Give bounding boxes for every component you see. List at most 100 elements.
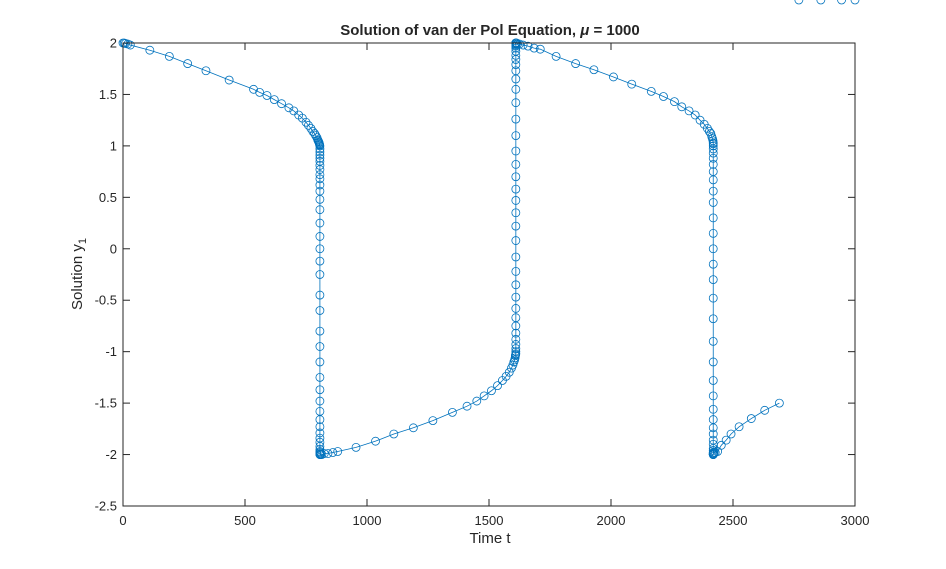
data-point-marker (224, 75, 234, 85)
data-point-marker (511, 347, 521, 357)
data-point-marker (315, 141, 325, 151)
data-point-marker (315, 422, 325, 432)
data-point-marker (746, 414, 756, 423)
data-point-marker (816, 0, 826, 5)
data-point-marker (708, 228, 718, 238)
data-point-marker (708, 153, 718, 163)
data-point-marker (315, 205, 325, 215)
data-point-marker (315, 428, 325, 438)
data-point-marker (125, 40, 135, 50)
data-point-marker (511, 313, 521, 323)
data-point-marker (389, 429, 399, 439)
data-point-marker (462, 401, 472, 411)
data-point-marker (511, 160, 521, 169)
data-point-marker (447, 407, 457, 417)
data-point-marker (315, 232, 325, 241)
data-point-marker (511, 131, 521, 141)
data-point-marker (708, 144, 718, 154)
data-point-marker (301, 117, 311, 127)
data-point-marker (708, 423, 718, 433)
data-point-marker (511, 84, 521, 94)
data-point-marker (315, 180, 325, 190)
data-point-marker (315, 153, 325, 163)
data-point-marker (708, 244, 718, 254)
data-point-marker (511, 196, 521, 205)
data-point-marker (333, 447, 343, 456)
data-point-marker (315, 326, 325, 336)
data-point-marker (315, 290, 325, 300)
data-point-marker (529, 43, 539, 53)
data-point-marker (315, 165, 325, 174)
data-point-marker (315, 415, 325, 424)
data-point-marker (704, 127, 714, 136)
plot-background (123, 43, 855, 506)
data-point-marker (511, 267, 521, 276)
x-axis-label: Time t (469, 530, 511, 547)
data-point-marker (708, 404, 718, 414)
data-point-marker (323, 449, 333, 458)
data-point-marker (511, 172, 521, 182)
data-point-marker (511, 50, 521, 60)
y-tick-label: -1 (105, 344, 117, 359)
data-point-marker (708, 429, 718, 439)
data-point-marker (515, 39, 524, 49)
data-point-marker (479, 391, 489, 401)
data-point-marker (511, 66, 521, 76)
y-tick-label: -1.5 (95, 396, 117, 411)
y-axis-label: Solution y1 (69, 238, 89, 310)
data-point-marker (511, 114, 521, 124)
data-point-marker (328, 448, 338, 457)
data-point-marker (315, 161, 325, 170)
data-point-marker (511, 98, 521, 108)
tick-layer: 0 500 1000 1500 2000 2500 3000 -2.5 -2 -1.5 -1 -0.5… (95, 36, 870, 529)
data-point-marker (684, 106, 694, 116)
data-point-marker (304, 120, 313, 130)
data-point-marker (284, 103, 294, 113)
y-tick-label: 0 (110, 241, 117, 256)
data-point-marker (708, 186, 718, 196)
data-point-marker (659, 92, 668, 101)
data-point-marker (726, 429, 736, 439)
data-point-marker (708, 259, 718, 269)
data-point-marker (493, 381, 502, 391)
data-point-marker (708, 175, 718, 185)
data-point-marker (315, 150, 325, 160)
data-point-marker (511, 221, 521, 231)
data-point-marker (708, 357, 718, 367)
data-point-marker (571, 59, 581, 68)
y-tick-label: 2 (110, 36, 117, 51)
data-point-marker (513, 39, 522, 49)
data-point-marker (511, 236, 521, 245)
data-point-marker (708, 443, 718, 453)
data-point-marker (708, 198, 718, 207)
x-tick-label: 500 (234, 513, 256, 528)
data-point-marker (511, 344, 521, 353)
data-point-marker (702, 123, 712, 133)
data-point-marker (627, 79, 637, 89)
data-point-marker (351, 442, 361, 452)
data-point-marker (511, 349, 521, 359)
data-point-marker (201, 66, 211, 76)
y-tick-label: 1.5 (99, 87, 117, 102)
data-point-marker (850, 0, 860, 5)
data-point-marker (551, 51, 561, 61)
data-point-marker (315, 170, 325, 180)
data-point-marker (708, 293, 718, 303)
y-tick-label: 0.5 (99, 190, 117, 205)
data-point-marker (277, 99, 287, 109)
data-point-marker (315, 174, 325, 184)
x-tick-label: 2500 (719, 513, 748, 528)
data-point-marker (535, 44, 545, 54)
data-point-marker (523, 41, 533, 51)
data-point-marker (708, 213, 718, 223)
data-point-marker (716, 440, 726, 450)
data-point-marker (315, 244, 325, 254)
data-point-marker (511, 252, 521, 262)
mu-symbol: μ (579, 22, 589, 39)
plot-area (123, 43, 855, 506)
data-point-marker (315, 372, 325, 382)
data-point-marker (511, 328, 521, 338)
data-point-marker (518, 40, 528, 50)
data-point-marker (315, 270, 325, 279)
